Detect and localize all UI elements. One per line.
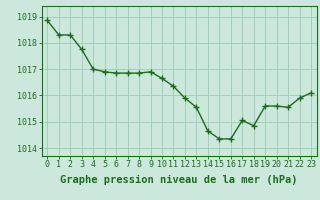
X-axis label: Graphe pression niveau de la mer (hPa): Graphe pression niveau de la mer (hPa) [60,175,298,185]
